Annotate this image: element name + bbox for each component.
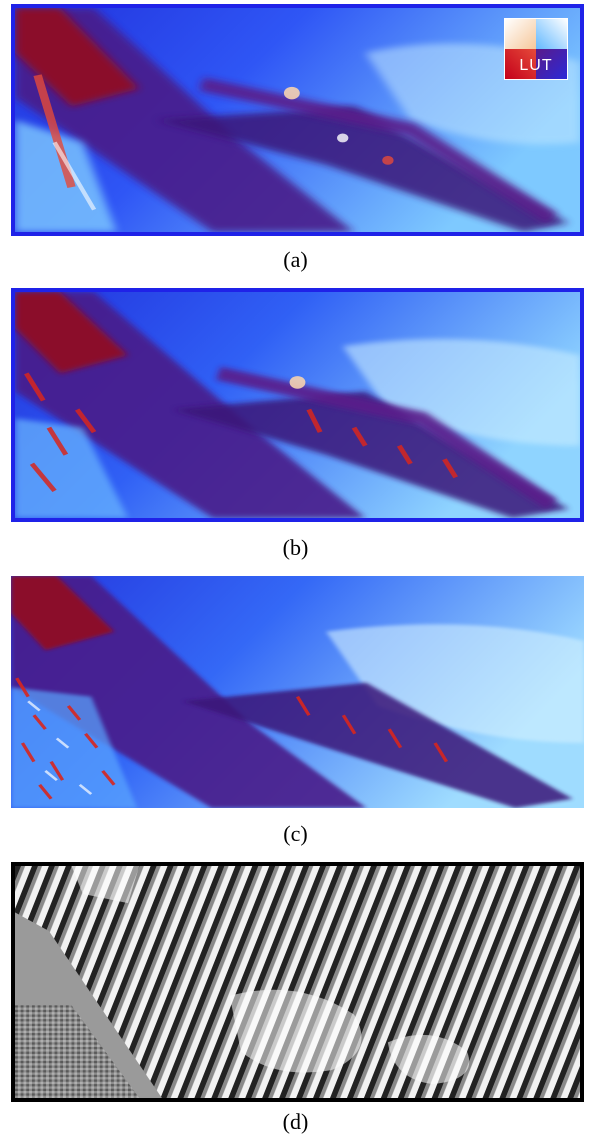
panel-b-image — [11, 288, 584, 522]
panel-d-field — [15, 866, 580, 1098]
lut-label: LUT — [519, 57, 553, 74]
panel-a-field — [15, 8, 580, 232]
lut-quadrant — [536, 19, 567, 49]
caption-a: (a) — [283, 247, 308, 272]
lut-quadrant — [505, 19, 536, 49]
panel-b-field — [15, 292, 580, 518]
lut-quadrant — [505, 49, 536, 79]
panel-a-image: LUT — [11, 4, 584, 236]
caption-d: (d) — [282, 1109, 309, 1134]
lut-quadrant — [536, 49, 567, 79]
panel-c-field — [11, 576, 584, 808]
panel-d-image — [11, 862, 584, 1102]
lut-legend: LUT — [504, 18, 568, 80]
caption-b: (b) — [282, 535, 309, 560]
panel-c-image — [11, 576, 584, 808]
caption-c: (c) — [283, 821, 308, 846]
